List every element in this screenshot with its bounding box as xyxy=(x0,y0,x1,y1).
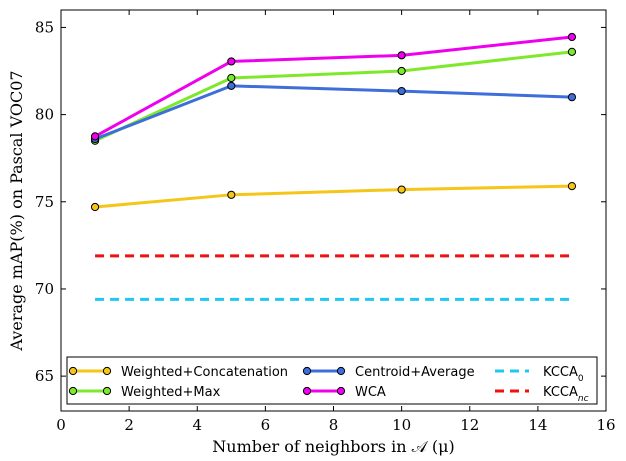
x-tick-label-2: 2 xyxy=(124,416,134,434)
x-tick-label-0: 0 xyxy=(56,416,66,434)
legend-label-subscript-kcca-0: 0 xyxy=(578,374,584,384)
legend-marker-end-wca xyxy=(336,386,346,396)
axis-tick-labels: 0 2 4 6 8 10 12 14 16 65 70 75 80 85 xyxy=(35,18,616,434)
data-point-wca-5 xyxy=(227,57,236,66)
legend-marker-start-weighted-concatenation xyxy=(68,366,78,376)
series-lines xyxy=(94,35,573,301)
data-point-centroid-average-15 xyxy=(567,93,577,102)
y-tick-label-65: 65 xyxy=(35,367,54,385)
data-point-weighted-concatenation-5 xyxy=(227,190,236,199)
data-point-wca-15 xyxy=(567,32,577,42)
series-line-centroid-average xyxy=(94,84,572,141)
x-tick-label-4: 4 xyxy=(192,416,202,434)
data-point-weighted-concatenation-15 xyxy=(567,181,577,191)
legend-marker-end-centroid-average xyxy=(336,366,346,376)
data-point-wca-1 xyxy=(90,132,100,141)
legend-label-weighted-max: Weighted+Max xyxy=(121,385,221,400)
axis-ticks xyxy=(60,10,607,411)
legend-label-subscript-kcca-nc: nc xyxy=(578,394,589,404)
legend: Weighted+Concatenation Weighted+Max Centro… xyxy=(66,356,598,405)
data-point-weighted-max-10 xyxy=(397,66,406,76)
data-point-weighted-max-5 xyxy=(227,73,236,83)
x-axis-label: Number of neighbors in 𝒜 (μ) xyxy=(212,437,454,456)
x-tick-label-10: 10 xyxy=(392,416,411,434)
legend-box xyxy=(66,356,598,405)
legend-marker-end-weighted-concatenation xyxy=(102,366,112,376)
legend-marker-end-weighted-max xyxy=(102,386,112,396)
data-point-wca-10 xyxy=(397,51,406,60)
series-markers xyxy=(90,32,577,212)
data-point-weighted-concatenation-1 xyxy=(90,202,100,212)
legend-label-kcca-0: KCCA0 xyxy=(543,365,584,384)
y-tick-label-75: 75 xyxy=(35,193,54,211)
legend-label-weighted-concatenation: Weighted+Concatenation xyxy=(121,365,288,380)
series-line-wca xyxy=(94,35,573,138)
series-line-weighted-concatenation xyxy=(94,184,572,209)
plot-frame xyxy=(60,9,607,412)
y-tick-label-80: 80 xyxy=(35,106,54,124)
x-tick-label-12: 12 xyxy=(460,416,479,434)
legend-marker-start-wca xyxy=(302,386,312,396)
x-tick-label-16: 16 xyxy=(596,416,615,434)
x-tick-label-8: 8 xyxy=(329,416,339,434)
data-point-weighted-concatenation-10 xyxy=(397,185,406,194)
y-axis-label: Average mAP(%) on Pascal VOC07 xyxy=(7,70,26,351)
x-tick-label-14: 14 xyxy=(528,416,547,434)
legend-marker-start-weighted-max xyxy=(68,386,78,396)
legend-label-wca: WCA xyxy=(355,385,386,400)
data-point-weighted-max-15 xyxy=(567,47,577,56)
legend-label-centroid-average: Centroid+Average xyxy=(355,365,475,380)
x-tick-label-6: 6 xyxy=(261,416,271,434)
data-point-centroid-average-10 xyxy=(397,86,406,96)
data-point-centroid-average-5 xyxy=(227,81,236,90)
y-tick-label-70: 70 xyxy=(35,280,54,298)
legend-label-kcca-nc: KCCAnc xyxy=(543,385,589,404)
y-tick-label-85: 85 xyxy=(35,18,54,36)
series-line-weighted-max xyxy=(94,50,573,143)
legend-marker-start-centroid-average xyxy=(302,366,312,376)
